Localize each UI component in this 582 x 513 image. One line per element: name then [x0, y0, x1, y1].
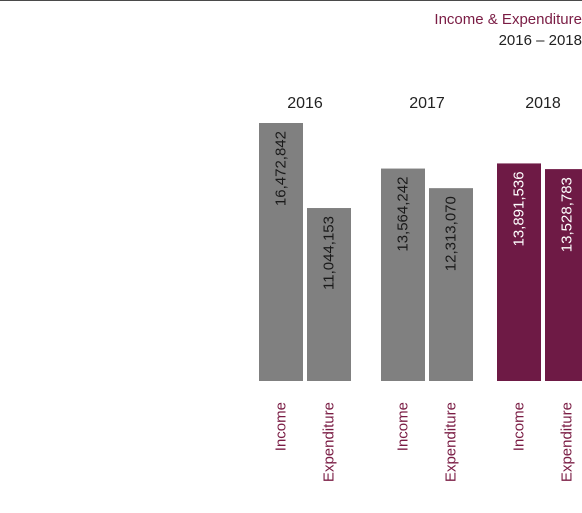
plot-area: 2016 16,472,842 Income 11,044,153 Expenditur…: [259, 95, 582, 482]
bar-2016-expenditure: [307, 208, 351, 381]
chart-subtitle: 2016 – 2018: [498, 32, 582, 49]
value-label-2016-expenditure: 11,044,153: [321, 216, 338, 290]
value-label-2018-income: 13,891,536: [511, 171, 528, 246]
category-label-2016-expenditure: Expenditure: [321, 402, 338, 482]
bar-2018-expenditure: [545, 169, 582, 381]
category-label-2018-expenditure: Expenditure: [559, 402, 576, 482]
category-label-2017-income: Income: [395, 402, 412, 451]
year-label-2017: 2017: [409, 95, 445, 112]
bar-2018-income: [497, 163, 541, 381]
year-label-2018: 2018: [525, 95, 561, 112]
value-label-2017-income: 13,564,242: [395, 177, 412, 252]
value-label-2017-expenditure: 12,313,070: [443, 196, 460, 271]
year-label-2016: 2016: [287, 95, 323, 112]
value-label-2018-expenditure: 13,528,783: [559, 177, 576, 252]
bar-2017-income: [381, 168, 425, 381]
category-label-2016-income: Income: [273, 402, 290, 451]
bar-2017-expenditure: [429, 188, 473, 381]
top-rule: [0, 0, 582, 1]
bar-2016-income: [259, 123, 303, 381]
category-label-2017-expenditure: Expenditure: [443, 402, 460, 482]
category-label-2018-income: Income: [511, 402, 528, 451]
chart-title: Income & Expenditure: [434, 11, 582, 28]
value-label-2016-income: 16,472,842: [273, 131, 290, 206]
